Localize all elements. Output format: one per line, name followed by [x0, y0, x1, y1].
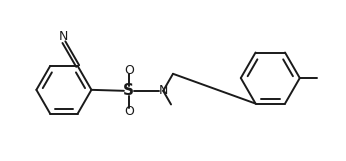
Text: N: N: [158, 84, 168, 97]
Text: S: S: [123, 83, 134, 98]
Text: O: O: [124, 64, 134, 77]
Text: N: N: [59, 30, 69, 43]
Text: O: O: [124, 105, 134, 118]
